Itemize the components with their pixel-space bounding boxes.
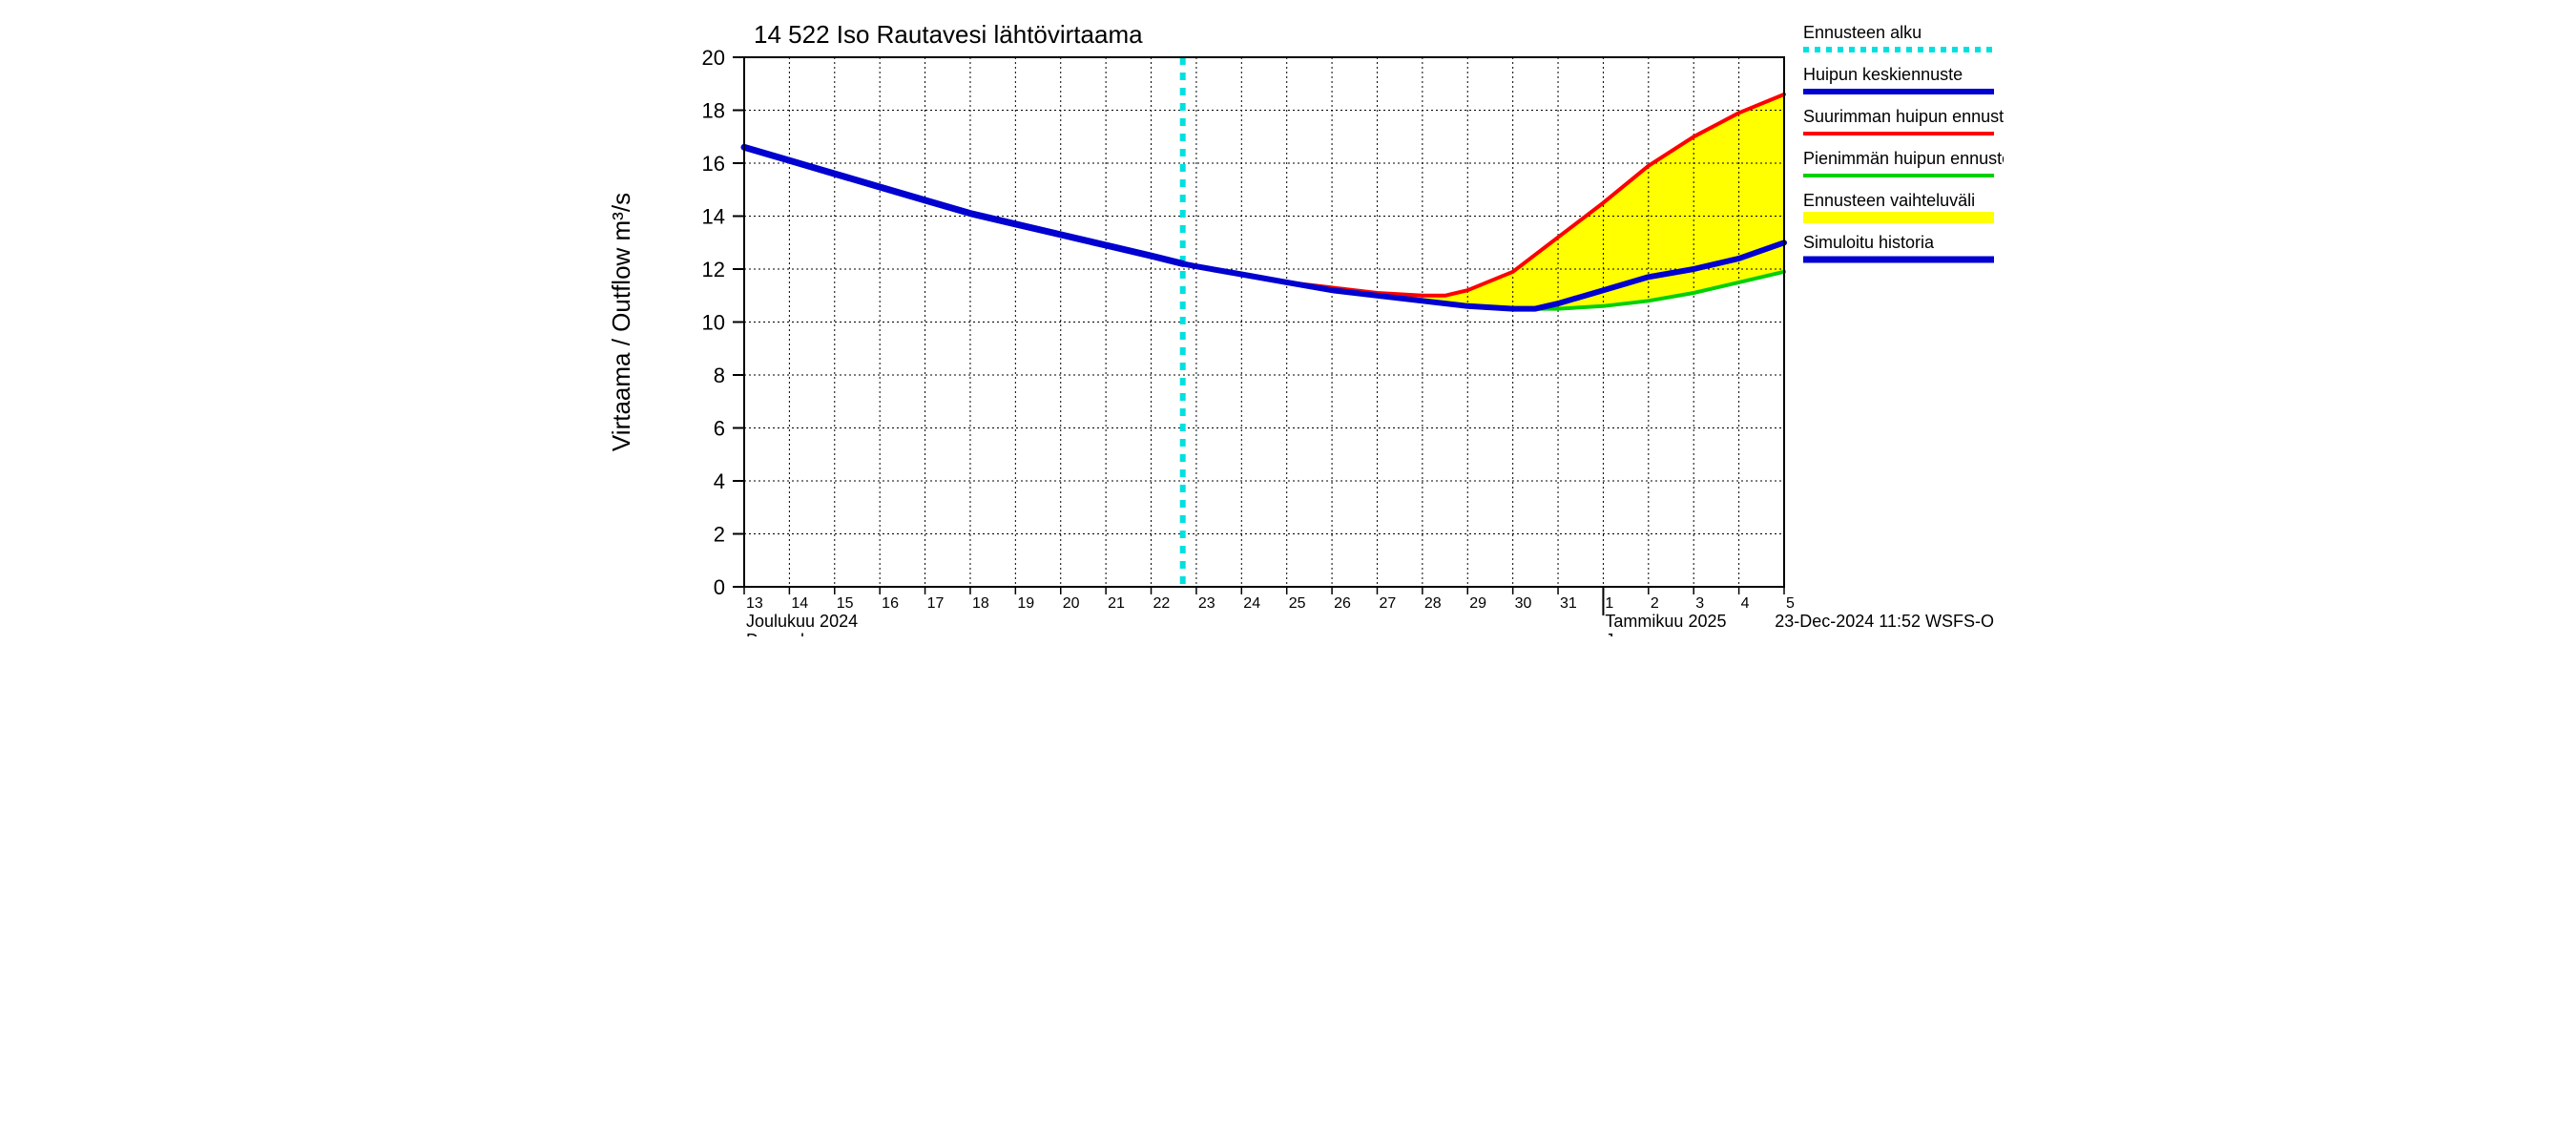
chart-title: 14 522 Iso Rautavesi lähtövirtaama	[754, 20, 1143, 49]
x-tick-label: 27	[1379, 595, 1396, 612]
x-tick-label: 23	[1198, 595, 1215, 612]
x-tick-label: 4	[1741, 595, 1750, 612]
x-tick-label: 17	[927, 595, 945, 612]
outflow-forecast-chart: 0246810121416182013141516171819202122232…	[572, 0, 2004, 636]
x-month-label: Tammikuu 2025	[1605, 612, 1726, 631]
x-tick-label: 18	[972, 595, 989, 612]
x-tick-label: 15	[837, 595, 854, 612]
y-axis-label: Virtaama / Outflow m³/s	[607, 193, 635, 451]
y-tick-label: 4	[714, 469, 725, 493]
x-tick-label: 14	[791, 595, 808, 612]
y-tick-label: 14	[702, 205, 725, 229]
x-tick-label: 3	[1695, 595, 1704, 612]
x-tick-label: 16	[882, 595, 899, 612]
y-tick-label: 10	[702, 311, 725, 335]
x-tick-label: 2	[1651, 595, 1659, 612]
legend-label: Pienimmän huipun ennuste	[1803, 149, 2004, 168]
x-month-label-en: December	[746, 631, 825, 636]
x-tick-label: 20	[1063, 595, 1080, 612]
y-tick-label: 20	[702, 46, 725, 70]
x-tick-label: 26	[1334, 595, 1351, 612]
legend-label: Ennusteen vaihteluväli	[1803, 191, 1975, 210]
y-tick-label: 16	[702, 152, 725, 176]
y-tick-label: 18	[702, 99, 725, 123]
x-month-label-en: January	[1605, 631, 1666, 636]
legend-label: Huipun keskiennuste	[1803, 65, 1963, 84]
chart-timestamp: 23-Dec-2024 11:52 WSFS-O	[1775, 612, 1994, 631]
legend-label: Simuloitu historia	[1803, 233, 1935, 252]
x-tick-label: 5	[1786, 595, 1795, 612]
history-line	[744, 147, 1183, 263]
grid	[744, 57, 1784, 587]
x-tick-label: 31	[1560, 595, 1577, 612]
x-tick-label: 25	[1289, 595, 1306, 612]
x-tick-label: 19	[1017, 595, 1034, 612]
y-tick-label: 12	[702, 258, 725, 281]
y-tick-label: 0	[714, 575, 725, 599]
x-tick-label: 21	[1108, 595, 1125, 612]
y-tick-label: 6	[714, 417, 725, 441]
x-tick-label: 22	[1153, 595, 1171, 612]
x-tick-label: 13	[746, 595, 763, 612]
legend-label: Ennusteen alku	[1803, 23, 1922, 42]
x-tick-label: 28	[1424, 595, 1442, 612]
y-tick-label: 2	[714, 523, 725, 547]
legend-swatch	[1803, 212, 1994, 223]
chart-svg: 0246810121416182013141516171819202122232…	[572, 0, 2004, 636]
y-tick-label: 8	[714, 364, 725, 387]
x-month-label: Joulukuu 2024	[746, 612, 858, 631]
x-tick-label: 24	[1243, 595, 1260, 612]
legend-label: Suurimman huipun ennuste	[1803, 107, 2004, 126]
x-tick-label: 30	[1515, 595, 1532, 612]
x-tick-label: 1	[1605, 595, 1613, 612]
x-tick-label: 29	[1469, 595, 1486, 612]
